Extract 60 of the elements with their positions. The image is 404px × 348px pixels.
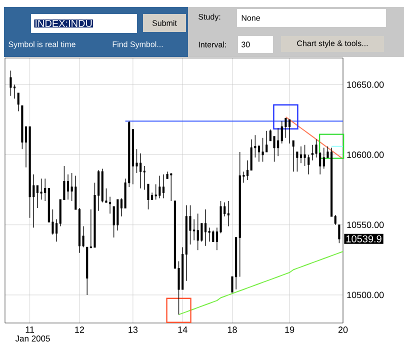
- text: 10539.9: [346, 235, 382, 242]
- x-tick-label: 14: [178, 326, 188, 333]
- candlestick: [280, 120, 283, 144]
- candlestick: [212, 230, 214, 242]
- candlestick: [120, 198, 123, 217]
- candlestick: [147, 184, 150, 210]
- y-tick-label: 10500.00: [347, 292, 384, 298]
- text: Find Symbol...: [112, 41, 163, 49]
- candlestick: [258, 144, 260, 162]
- text: Interval:: [198, 42, 226, 48]
- candlestick: [216, 227, 218, 250]
- candlestick: [227, 200, 230, 227]
- y-tick-label: 10550.00: [347, 222, 384, 228]
- candlestick: [235, 237, 238, 290]
- text: INDEX:INDU: [36, 20, 92, 27]
- point: [273, 104, 298, 130]
- x-tick-label: 20: [338, 326, 348, 333]
- candlestick: [24, 126, 28, 168]
- candlestick: [162, 174, 165, 199]
- text: Submit: [152, 20, 177, 26]
- candlestick: [322, 147, 325, 170]
- x-tick-label: 19: [285, 326, 294, 333]
- candlestick: [330, 147, 333, 217]
- text: None: [242, 15, 260, 21]
- text: Study:: [198, 14, 220, 22]
- text: Chart style & tools...: [297, 40, 368, 48]
- candlestick: [140, 152, 142, 189]
- candlestick: [338, 224, 340, 244]
- x-tick-label: 11: [26, 326, 34, 333]
- candlestick: [334, 214, 336, 226]
- x-tick-label: 13: [128, 326, 138, 333]
- candlestick: [17, 92, 20, 112]
- text: 30: [242, 42, 250, 48]
- candlestick: [66, 174, 70, 200]
- candlestick: [10, 70, 12, 96]
- candlestick: [250, 138, 252, 171]
- candlestick: [74, 175, 77, 210]
- point: [166, 298, 192, 323]
- x-tick-label: 18: [228, 326, 237, 333]
- candlestick: [300, 146, 302, 164]
- y-tick-label: 10600.00: [347, 152, 384, 158]
- candlestick: [246, 160, 249, 180]
- x-axis-title: Jan 2005: [15, 336, 50, 342]
- candlestick: [86, 246, 88, 296]
- candlestick: [204, 209, 207, 246]
- candlestick: [108, 196, 112, 214]
- candlestick: [82, 226, 84, 248]
- candlestick: [288, 119, 291, 144]
- candlestick: [238, 152, 241, 278]
- point: [318, 134, 344, 159]
- candlestick: [143, 166, 146, 190]
- candlestick: [21, 105, 24, 150]
- x-tick-label: 12: [75, 326, 84, 333]
- y-tick-label: 10650.00: [347, 81, 384, 88]
- candlestick: [185, 204, 188, 282]
- text: Symbol is real time: [8, 41, 76, 49]
- candlestick: [101, 168, 104, 203]
- candlestick: [220, 200, 222, 234]
- candlestick: [132, 129, 134, 185]
- candlestick: [78, 208, 81, 254]
